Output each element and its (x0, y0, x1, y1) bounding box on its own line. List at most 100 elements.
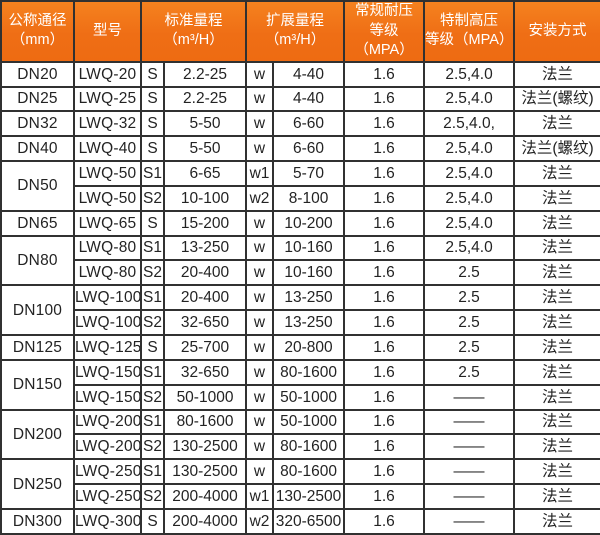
header-standard-range: 标准量程 （m³/H） (139, 0, 248, 63)
table-row: DN50 LWQ-50 S1 6-65 w1 5-70 1.6 2.5,4.0 法兰 (0, 160, 600, 212)
cell-model: LWQ-250 (73, 483, 142, 510)
cell-std: 15-200 (162, 209, 248, 237)
cell-high: 2.5,4.0 (423, 209, 516, 237)
header-nominal-diameter: 公称通径 （mm） (0, 0, 75, 63)
cell-w: w (245, 408, 275, 436)
cell-install: 法兰 (513, 160, 600, 187)
cell-model: LWQ-125 (73, 333, 142, 361)
cell-pressure: 1.6 (343, 259, 426, 287)
table-row: DN300 LWQ-300 S 200-4000 w2 320-6500 1.6 —— 法兰 (0, 507, 600, 535)
cell-w: w1 (245, 160, 275, 187)
cell-model: LWQ-100 (73, 284, 142, 312)
header-install-method: 安装方式 (513, 0, 600, 63)
cell-s: S1 (140, 160, 165, 187)
cell-s: S (140, 209, 165, 237)
cell-high: 2.5,4.0 (423, 60, 516, 88)
cell-install: 法兰 (513, 284, 600, 312)
cell-s: S2 (140, 383, 165, 411)
cell-model: LWQ-200 (73, 408, 142, 436)
cell-s: S2 (140, 184, 165, 212)
cell-s: S (140, 135, 165, 163)
cell-install: 法兰 (513, 60, 600, 88)
table-row: LWQ-50 S2 10-100 w2 8-100 1.6 2.5,4.0 法兰 (1, 184, 600, 212)
cell-nominal-diameter: DN20 (0, 60, 75, 88)
cell-s: S2 (140, 483, 165, 510)
cell-nominal-diameter: DN65 (0, 209, 75, 237)
cell-install: 法兰 (513, 408, 600, 436)
cell-high: 2.5 (423, 358, 516, 386)
cell-std: 10-100 (162, 184, 248, 212)
cell-ext: 10-160 (272, 259, 346, 287)
cell-nominal-diameter: DN50 (0, 160, 75, 212)
cell-model: LWQ-50 (73, 184, 142, 212)
cell-ext: 130-2500 (272, 483, 346, 510)
table-body: DN20 LWQ-20 S 2.2-25 w 4-40 1.6 2.5,4.0 法兰 DN25 LW… (0, 60, 600, 535)
cell-install: 法兰(螺纹) (513, 85, 600, 113)
cell-install: 法兰 (513, 110, 600, 138)
cell-nominal-diameter: DN150 (0, 358, 75, 411)
cell-pressure: 1.6 (343, 284, 426, 312)
cell-install: 法兰 (513, 209, 600, 237)
cell-pressure: 1.6 (343, 60, 426, 88)
header-row: 公称通径 （mm） 型号 标准量程 （m³/H） 扩展量程 （m³/H） 常规耐… (0, 0, 600, 63)
header-high-pressure-rating: 特制高压 等级（MPA） (423, 0, 516, 63)
cell-ext: 80-1600 (272, 358, 346, 386)
table-row: LWQ-200 S2 130-2500 w 80-1600 1.6 —— 法兰 (1, 433, 600, 461)
cell-w: w (245, 60, 275, 88)
cell-model: LWQ-150 (73, 358, 142, 386)
cell-nominal-diameter: DN200 (0, 408, 75, 461)
cell-high: 2.5 (423, 259, 516, 287)
cell-s: S1 (140, 358, 165, 386)
cell-ext: 50-1000 (272, 408, 346, 436)
cell-model: LWQ-32 (73, 110, 142, 138)
cell-ext: 10-200 (272, 209, 346, 237)
cell-std: 50-1000 (162, 383, 248, 411)
cell-high: 2.5 (423, 284, 516, 312)
cell-s: S1 (140, 234, 165, 262)
cell-w: w (245, 358, 275, 386)
cell-w: w (245, 433, 275, 461)
cell-high: —— (423, 383, 516, 411)
cell-std: 2.2-25 (162, 60, 248, 88)
cell-nominal-diameter: DN100 (0, 284, 75, 336)
cell-pressure: 1.6 (343, 234, 426, 262)
cell-s: S (140, 333, 165, 361)
cell-install: 法兰 (513, 309, 600, 336)
table-row: DN100 LWQ-100 S1 20-400 w 13-250 1.6 2.5 法兰 (0, 284, 600, 336)
cell-high: 2.5 (423, 333, 516, 361)
cell-w: w (245, 259, 275, 287)
cell-ext: 4-40 (272, 85, 346, 113)
table-row: DN250 LWQ-250 S1 130-2500 w 80-1600 1.6 —— 法兰 (0, 458, 600, 510)
cell-ext: 20-800 (272, 333, 346, 361)
cell-s: S2 (140, 309, 165, 336)
cell-model: LWQ-50 (73, 160, 142, 187)
cell-model: LWQ-200 (73, 433, 142, 461)
cell-pressure: 1.6 (343, 458, 426, 486)
table-row: DN80 LWQ-80 S1 13-250 w 10-160 1.6 2.5,4.0 法兰 (0, 234, 600, 287)
cell-s: S (140, 85, 165, 113)
cell-s: S2 (140, 259, 165, 287)
cell-w: w2 (245, 184, 275, 212)
cell-model: LWQ-80 (73, 234, 142, 262)
cell-model: LWQ-150 (73, 383, 142, 411)
cell-std: 20-400 (162, 284, 248, 312)
cell-w: w (245, 284, 275, 312)
cell-model: LWQ-250 (73, 458, 142, 486)
cell-install: 法兰(螺纹) (513, 135, 600, 163)
cell-ext: 5-70 (272, 160, 346, 187)
cell-install: 法兰 (513, 259, 600, 287)
table-row: LWQ-250 S2 200-4000 w1 130-2500 1.6 —— 法兰 (1, 483, 600, 510)
cell-s: S (140, 60, 165, 88)
cell-high: 2.5,4.0 (423, 85, 516, 113)
cell-install: 法兰 (513, 184, 600, 212)
cell-nominal-diameter: DN80 (0, 234, 75, 287)
cell-s: S (140, 110, 165, 138)
cell-install: 法兰 (513, 483, 600, 510)
cell-w: w (245, 209, 275, 237)
cell-high: —— (423, 433, 516, 461)
cell-high: —— (423, 507, 516, 535)
cell-std: 80-1600 (162, 408, 248, 436)
cell-std: 32-650 (162, 358, 248, 386)
cell-model: LWQ-300 (73, 507, 142, 535)
